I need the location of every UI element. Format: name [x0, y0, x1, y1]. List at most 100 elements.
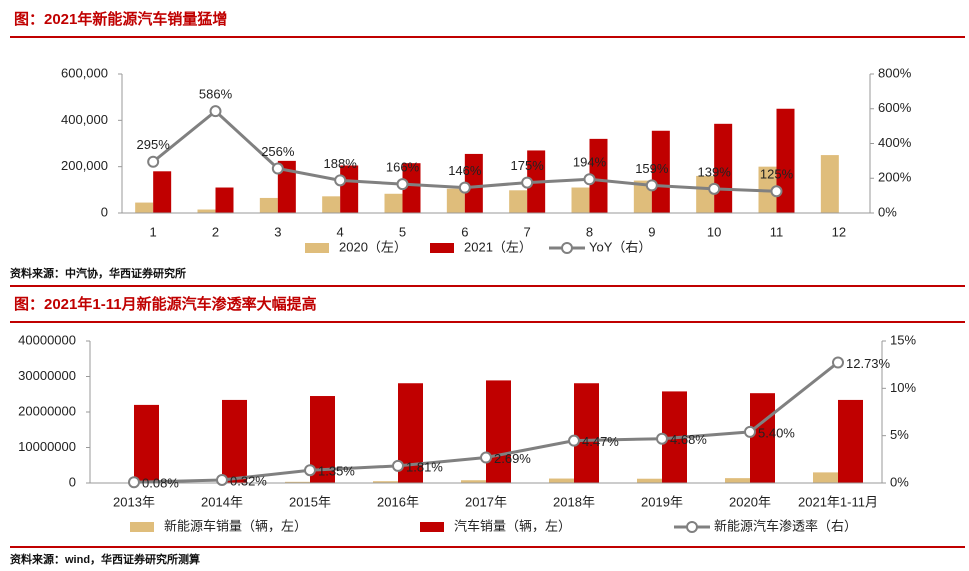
x-tick-label: 3	[274, 224, 281, 239]
bar	[446, 188, 465, 213]
y-tick-label: 20000000	[18, 403, 76, 418]
x-tick-label: 2013年	[113, 494, 155, 509]
bar	[574, 383, 599, 483]
line-point	[568, 434, 580, 447]
data-label: 4.68%	[670, 432, 707, 447]
data-label: 2.69%	[494, 451, 531, 466]
bar	[402, 163, 421, 213]
line-point	[832, 356, 844, 369]
bar	[222, 399, 247, 483]
y-tick-label: 400,000	[61, 112, 108, 127]
bar	[134, 404, 159, 483]
data-label: 586%	[199, 87, 233, 102]
line-point	[304, 464, 316, 477]
x-tick-label: 9	[648, 224, 655, 239]
bar	[340, 165, 359, 213]
bar	[461, 480, 486, 483]
y2-tick-label: 0%	[890, 474, 909, 489]
line-point	[708, 182, 721, 195]
line-point	[128, 476, 140, 489]
bar	[322, 196, 341, 213]
y2-tick-label: 15%	[890, 332, 916, 347]
x-tick-label: 12	[832, 224, 846, 239]
legend-label: 2020（左）	[339, 239, 407, 254]
x-tick-label: 10	[707, 224, 721, 239]
x-tick-label: 2018年	[553, 494, 595, 509]
line-point	[271, 162, 284, 175]
x-tick-label: 7	[524, 224, 531, 239]
bar	[384, 193, 403, 213]
bar	[696, 175, 715, 213]
x-tick-label: 2014年	[201, 494, 243, 509]
bar	[637, 478, 662, 483]
line-point	[583, 173, 596, 186]
data-label: 4.47%	[582, 434, 619, 449]
bar	[589, 138, 608, 213]
y-tick-label: 10000000	[18, 439, 76, 454]
y-tick-label: 30000000	[18, 368, 76, 383]
x-tick-label: 2015年	[289, 494, 331, 509]
line-point	[458, 181, 471, 194]
bar	[813, 472, 838, 483]
y2-tick-label: 0%	[878, 204, 897, 219]
line-point	[770, 185, 783, 198]
data-label: 188%	[324, 156, 358, 171]
chart-title: 图：2021年新能源汽车销量猛增	[14, 10, 227, 28]
data-label: 1.35%	[318, 464, 355, 479]
y2-tick-label: 5%	[890, 427, 909, 442]
bar	[776, 108, 795, 213]
data-label: 146%	[448, 163, 482, 178]
y-tick-label: 200,000	[61, 158, 108, 173]
data-label: 0.32%	[230, 473, 267, 488]
data-label: 194%	[573, 155, 607, 170]
data-label: 256%	[261, 144, 295, 159]
legend-swatch	[430, 243, 454, 253]
line-point	[209, 105, 222, 118]
legend-label: 新能源车销量（辆，左）	[164, 518, 307, 533]
legend-label: 新能源汽车渗透率（右）	[714, 518, 857, 533]
y2-tick-label: 800%	[878, 65, 912, 80]
line-point	[480, 451, 492, 464]
data-label: 175%	[511, 158, 545, 173]
x-tick-label: 2	[212, 224, 219, 239]
bar	[373, 481, 398, 483]
y2-tick-label: 400%	[878, 135, 912, 150]
legend-swatch	[686, 521, 698, 533]
line-point	[645, 179, 658, 192]
x-tick-label: 1	[150, 224, 157, 239]
x-tick-label: 2016年	[377, 494, 419, 509]
data-label: 12.73%	[846, 356, 891, 371]
legend-swatch	[561, 242, 573, 254]
x-tick-label: 2017年	[465, 494, 507, 509]
y-tick-label: 0	[69, 474, 76, 489]
y2-tick-label: 10%	[890, 380, 916, 395]
bar	[571, 187, 590, 213]
bar	[838, 399, 863, 483]
legend-label: YoY（右）	[589, 239, 651, 254]
y2-tick-label: 200%	[878, 170, 912, 185]
bar	[486, 380, 511, 483]
data-label: 159%	[635, 161, 669, 176]
data-label: 166%	[386, 160, 420, 175]
x-tick-label: 2021年1-11月	[798, 494, 878, 509]
x-tick-label: 6	[461, 224, 468, 239]
source-note: 资料来源：wind，华西证券研究所测算	[10, 552, 200, 566]
chart-title: 图：2021年1-11月新能源汽车渗透率大幅提高	[14, 295, 317, 313]
y2-tick-label: 600%	[878, 100, 912, 115]
data-label: 5.40%	[758, 425, 795, 440]
y-tick-label: 600,000	[61, 65, 108, 80]
bar	[651, 130, 670, 213]
legend-swatch	[420, 522, 444, 532]
data-label: 295%	[137, 137, 171, 152]
x-tick-label: 8	[586, 224, 593, 239]
source-note: 资料来源：中汽协，华西证券研究所	[10, 266, 186, 280]
bar	[725, 478, 750, 483]
data-label: 1.81%	[406, 459, 443, 474]
line-point	[216, 473, 228, 486]
line-point	[392, 459, 404, 472]
legend-label: 2021（左）	[464, 239, 532, 254]
bar	[549, 478, 574, 483]
line-point	[396, 178, 409, 191]
x-tick-label: 4	[337, 224, 344, 239]
x-tick-label: 2019年	[641, 494, 683, 509]
